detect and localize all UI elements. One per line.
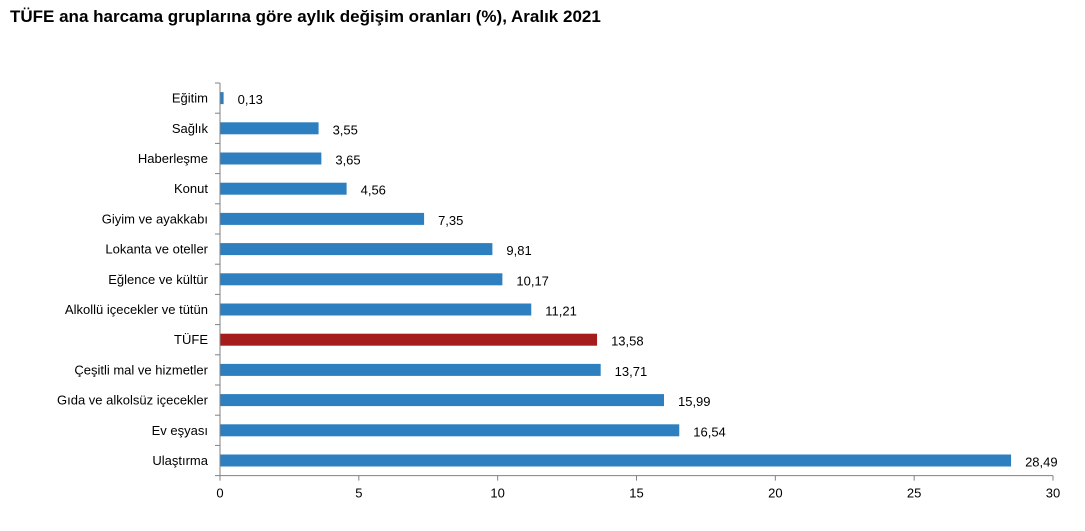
x-tick-label: 25 [907,486,921,501]
category-label: Çeşitli mal ve hizmetler [74,362,208,377]
labels-layer: Eğitim 0,13 Sağlık 3,55 Haberleşme 3,65 Konut 4… [57,91,1058,470]
x-tick-label: 10 [490,486,504,501]
value-label: 4,56 [361,183,386,198]
value-label: 3,55 [333,122,358,137]
x-tick-label: 15 [629,486,643,501]
bar [220,303,532,316]
value-label: 16,54 [693,424,726,439]
bar [220,333,598,346]
category-label: Ev eşyası [152,423,208,438]
bar [220,92,224,105]
value-label: 13,58 [611,334,644,349]
category-label: Alkollü içecekler ve tütün [65,302,208,317]
category-label: Gıda ve alkolsüz içecekler [57,393,209,408]
category-label: Lokanta ve oteller [105,242,208,257]
category-label: TÜFE [174,332,208,347]
bar [220,273,503,286]
category-label: Konut [174,181,208,196]
category-label: Haberleşme [138,151,208,166]
category-label: Giyim ve ayakkabı [102,211,208,226]
bar [220,394,664,407]
value-label: 11,21 [545,304,577,319]
bar [220,454,1012,467]
bar [220,212,425,225]
bar [220,424,680,437]
x-tick-label: 20 [768,486,782,501]
axis-layer: 0 5 10 15 20 25 30 [215,82,1060,501]
x-tick-label: 0 [216,486,223,501]
category-label: Eğitim [172,91,208,106]
bar [220,152,322,165]
bar [220,122,319,135]
value-label: 10,17 [516,273,549,288]
bar [220,363,601,376]
bar [220,182,347,195]
value-label: 0,13 [238,92,263,107]
x-tick-label: 5 [355,486,362,501]
value-label: 15,99 [678,394,711,409]
category-label: Eğlence ve kültür [108,272,208,287]
bars-layer [220,92,1012,467]
value-label: 13,71 [615,364,648,379]
x-tick-label: 30 [1046,486,1060,501]
category-label: Sağlık [172,121,209,136]
bar [220,243,493,256]
value-label: 3,65 [335,153,360,168]
value-label: 28,49 [1025,455,1058,470]
value-label: 9,81 [506,243,531,258]
category-label: Ulaştırma [152,453,208,468]
chart-title: TÜFE ana harcama gruplarına göre aylık d… [10,7,601,26]
value-label: 7,35 [438,213,463,228]
